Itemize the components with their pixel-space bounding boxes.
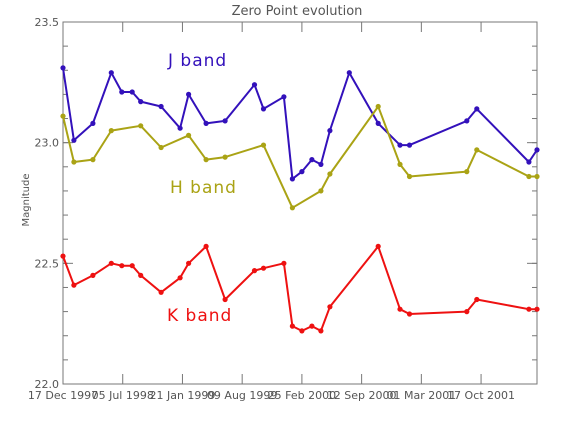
data-point-1 xyxy=(318,188,324,194)
data-point-1 xyxy=(397,161,403,167)
data-point-0 xyxy=(108,70,114,76)
data-point-0 xyxy=(299,169,305,175)
y-tick-label: 22.0 xyxy=(35,378,60,391)
y-axis-label: Magnitude xyxy=(21,174,32,227)
data-point-2 xyxy=(90,272,96,278)
data-point-2 xyxy=(60,253,66,259)
series-line-1 xyxy=(62,105,537,209)
data-point-0 xyxy=(375,120,381,126)
data-point-0 xyxy=(526,159,532,165)
x-tick-label: 21 Jan 1999 xyxy=(149,389,215,402)
y-tick-label: 23.0 xyxy=(35,137,60,150)
data-point-1 xyxy=(526,173,532,180)
data-point-0 xyxy=(177,125,183,131)
data-point-0 xyxy=(318,161,324,167)
data-point-2 xyxy=(158,289,164,295)
data-point-2 xyxy=(71,282,77,288)
series-line-0 xyxy=(62,67,538,180)
annotation-h-band: H band xyxy=(170,178,237,198)
x-tick-label: 01 Mar 2001 xyxy=(386,389,456,402)
data-point-0 xyxy=(60,65,66,71)
data-point-0 xyxy=(346,70,352,76)
data-point-1 xyxy=(260,142,267,148)
data-point-2 xyxy=(406,311,413,317)
data-point-2 xyxy=(375,243,381,249)
data-point-0 xyxy=(119,89,125,95)
data-point-0 xyxy=(138,99,144,105)
data-point-2 xyxy=(260,265,267,271)
data-point-0 xyxy=(90,120,96,126)
data-point-2 xyxy=(129,263,135,269)
data-point-0 xyxy=(222,118,228,124)
data-point-2 xyxy=(203,243,209,249)
data-point-2 xyxy=(186,260,192,266)
data-point-1 xyxy=(222,154,228,160)
data-point-2 xyxy=(289,323,295,329)
data-point-2 xyxy=(474,296,480,303)
data-point-2 xyxy=(222,296,228,303)
data-point-0 xyxy=(397,142,403,148)
data-point-1 xyxy=(203,157,209,163)
y-tick-label: 23.5 xyxy=(35,16,60,29)
y-tick-label: 22.5 xyxy=(35,257,60,270)
data-point-1 xyxy=(406,173,413,180)
data-point-1 xyxy=(71,159,77,165)
data-point-2 xyxy=(309,323,315,329)
data-point-0 xyxy=(534,147,540,153)
data-point-0 xyxy=(186,91,192,97)
data-point-0 xyxy=(406,142,413,148)
data-point-1 xyxy=(186,132,192,138)
data-point-2 xyxy=(119,263,125,269)
data-point-2 xyxy=(281,260,287,266)
data-point-0 xyxy=(129,89,135,95)
data-point-0 xyxy=(251,82,258,88)
data-point-0 xyxy=(158,103,164,110)
data-point-0 xyxy=(474,106,480,112)
series-line-2 xyxy=(62,245,537,332)
data-point-1 xyxy=(158,144,164,151)
x-tick-label: 25 Feb 2000 xyxy=(268,389,336,402)
data-point-2 xyxy=(534,306,540,312)
data-series xyxy=(60,65,540,334)
plot-frame xyxy=(62,21,538,385)
data-point-2 xyxy=(327,304,333,310)
data-point-0 xyxy=(309,157,315,163)
data-point-2 xyxy=(251,268,258,274)
data-point-2 xyxy=(138,272,144,278)
x-tick-label: 05 Jul 1998 xyxy=(92,389,154,402)
x-tick-label: 09 Aug 1999 xyxy=(207,389,277,402)
data-point-1 xyxy=(138,123,144,129)
data-point-0 xyxy=(464,118,470,124)
data-point-0 xyxy=(327,128,333,134)
annotation-k-band: K band xyxy=(167,306,232,326)
x-tick-label: 12 Sep 2000 xyxy=(327,389,397,402)
data-point-0 xyxy=(260,106,267,112)
data-point-1 xyxy=(464,169,470,175)
data-point-0 xyxy=(289,176,295,182)
data-point-0 xyxy=(203,120,209,126)
data-point-1 xyxy=(474,147,480,153)
data-point-1 xyxy=(289,205,295,211)
x-tick-label: 17 Dec 1997 xyxy=(28,389,98,402)
data-point-1 xyxy=(108,128,114,134)
data-point-2 xyxy=(299,328,305,334)
data-point-2 xyxy=(397,306,403,312)
chart-title: Zero Point evolution xyxy=(232,4,363,19)
data-point-2 xyxy=(318,328,324,334)
data-point-1 xyxy=(60,113,66,119)
data-point-2 xyxy=(108,260,114,266)
data-point-1 xyxy=(90,157,96,163)
data-point-2 xyxy=(526,306,532,312)
x-tick-label: 17 Oct 2001 xyxy=(447,389,515,402)
data-point-0 xyxy=(281,94,287,100)
data-point-0 xyxy=(71,137,77,143)
data-point-2 xyxy=(177,275,183,281)
data-point-1 xyxy=(534,173,540,180)
data-point-2 xyxy=(464,309,470,315)
data-point-1 xyxy=(375,103,381,110)
data-point-1 xyxy=(327,171,333,177)
annotation-j-band: J band xyxy=(167,51,227,71)
